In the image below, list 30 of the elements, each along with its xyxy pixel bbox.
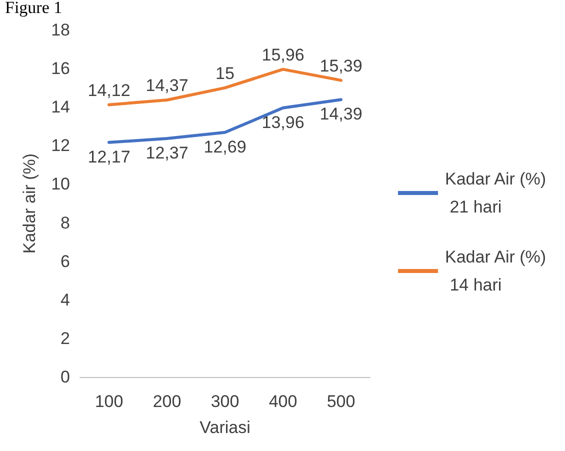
y-tick-label: 0 bbox=[60, 368, 70, 386]
x-tick-label: 500 bbox=[326, 392, 356, 411]
x-tick-label: 300 bbox=[210, 392, 240, 411]
y-tick-label: 18 bbox=[51, 20, 70, 40]
legend-label: Kadar Air (%) 14 hari bbox=[445, 248, 546, 294]
data-label: 15,96 bbox=[262, 45, 304, 64]
y-tick-label: 6 bbox=[60, 252, 70, 271]
data-label: 12,17 bbox=[88, 147, 130, 166]
x-tick-label: 400 bbox=[268, 392, 298, 411]
data-label: 14,37 bbox=[146, 76, 188, 95]
data-label: 12,69 bbox=[204, 137, 246, 156]
y-axis-title: Kadar air (%) bbox=[20, 153, 39, 254]
legend-label: Kadar Air (%) 21 hari bbox=[445, 170, 546, 216]
x-tick-label: 100 bbox=[94, 392, 124, 411]
y-tick-label: 12 bbox=[51, 136, 70, 156]
x-tick-label: 200 bbox=[152, 392, 182, 411]
data-label: 14,39 bbox=[320, 104, 362, 124]
y-tick-label: 4 bbox=[60, 290, 70, 310]
y-tick-label: 14 bbox=[51, 98, 70, 117]
y-tick-label: 2 bbox=[60, 328, 70, 348]
data-label: 12,37 bbox=[146, 144, 188, 163]
data-label: 15 bbox=[216, 64, 234, 83]
y-tick-label: 10 bbox=[51, 174, 70, 194]
data-label: 15,39 bbox=[320, 56, 362, 76]
data-label: 14,12 bbox=[88, 80, 130, 100]
chart-title: Figure 1 bbox=[5, 0, 62, 17]
y-tick-label: 8 bbox=[60, 213, 70, 232]
data-label: 13,96 bbox=[262, 112, 304, 132]
x-axis-title: Variasi bbox=[200, 418, 250, 437]
y-tick-label: 16 bbox=[51, 59, 70, 78]
